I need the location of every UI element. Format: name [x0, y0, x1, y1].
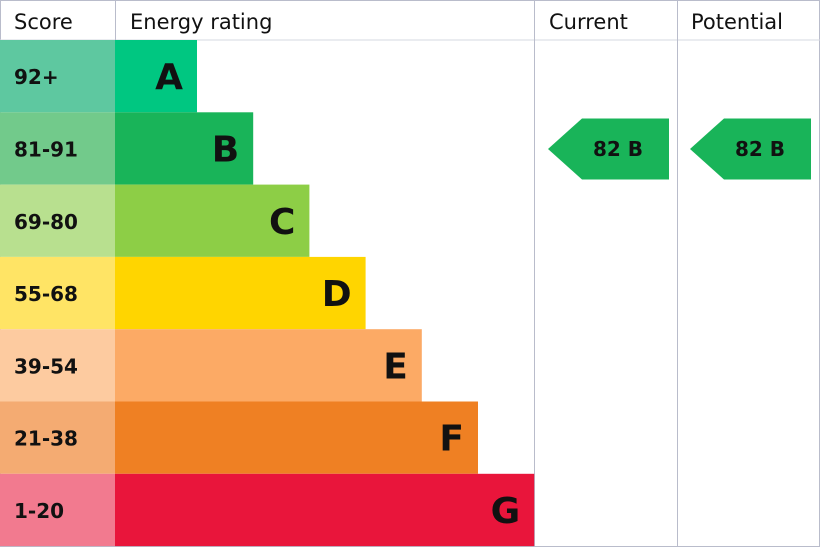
band-bar-e [115, 329, 422, 402]
band-letter-e: E [383, 346, 408, 387]
score-label-f: 21-38 [14, 427, 78, 451]
band-bar-d [115, 256, 366, 330]
band-bar-c [115, 184, 310, 257]
score-cell-f [0, 401, 115, 474]
score-label-b: 81-91 [14, 137, 78, 161]
score-cell-b [0, 112, 115, 185]
header-current: Current [549, 10, 628, 34]
band-bar-f [115, 401, 478, 474]
band-letter-d: D [322, 274, 352, 315]
score-cell-d [0, 256, 115, 330]
header-energy-rating: Energy rating [130, 10, 272, 34]
band-letter-a: A [155, 57, 183, 98]
potential-rating-label: 82 B [735, 137, 785, 161]
band-bar-a [115, 40, 197, 113]
score-cell-a [0, 40, 115, 113]
score-label-a: 92+ [14, 65, 59, 89]
score-label-d: 55-68 [14, 282, 78, 306]
current-rating-label: 82 B [593, 137, 643, 161]
current-rating-arrow [548, 118, 669, 180]
band-letter-g: G [491, 491, 521, 532]
header-score: Score [14, 10, 73, 34]
band-letter-f: F [439, 419, 464, 460]
score-cell-g [0, 473, 115, 547]
potential-rating-arrow [690, 118, 811, 180]
score-label-g: 1-20 [14, 499, 64, 523]
score-label-e: 39-54 [14, 354, 78, 378]
score-cell-e [0, 329, 115, 402]
header-potential: Potential [691, 10, 783, 34]
band-bar-b [115, 112, 254, 185]
band-bar-g [115, 473, 535, 547]
score-label-c: 69-80 [14, 210, 78, 234]
band-letter-b: B [212, 129, 239, 170]
score-cell-c [0, 184, 115, 257]
band-letter-c: C [269, 202, 295, 243]
